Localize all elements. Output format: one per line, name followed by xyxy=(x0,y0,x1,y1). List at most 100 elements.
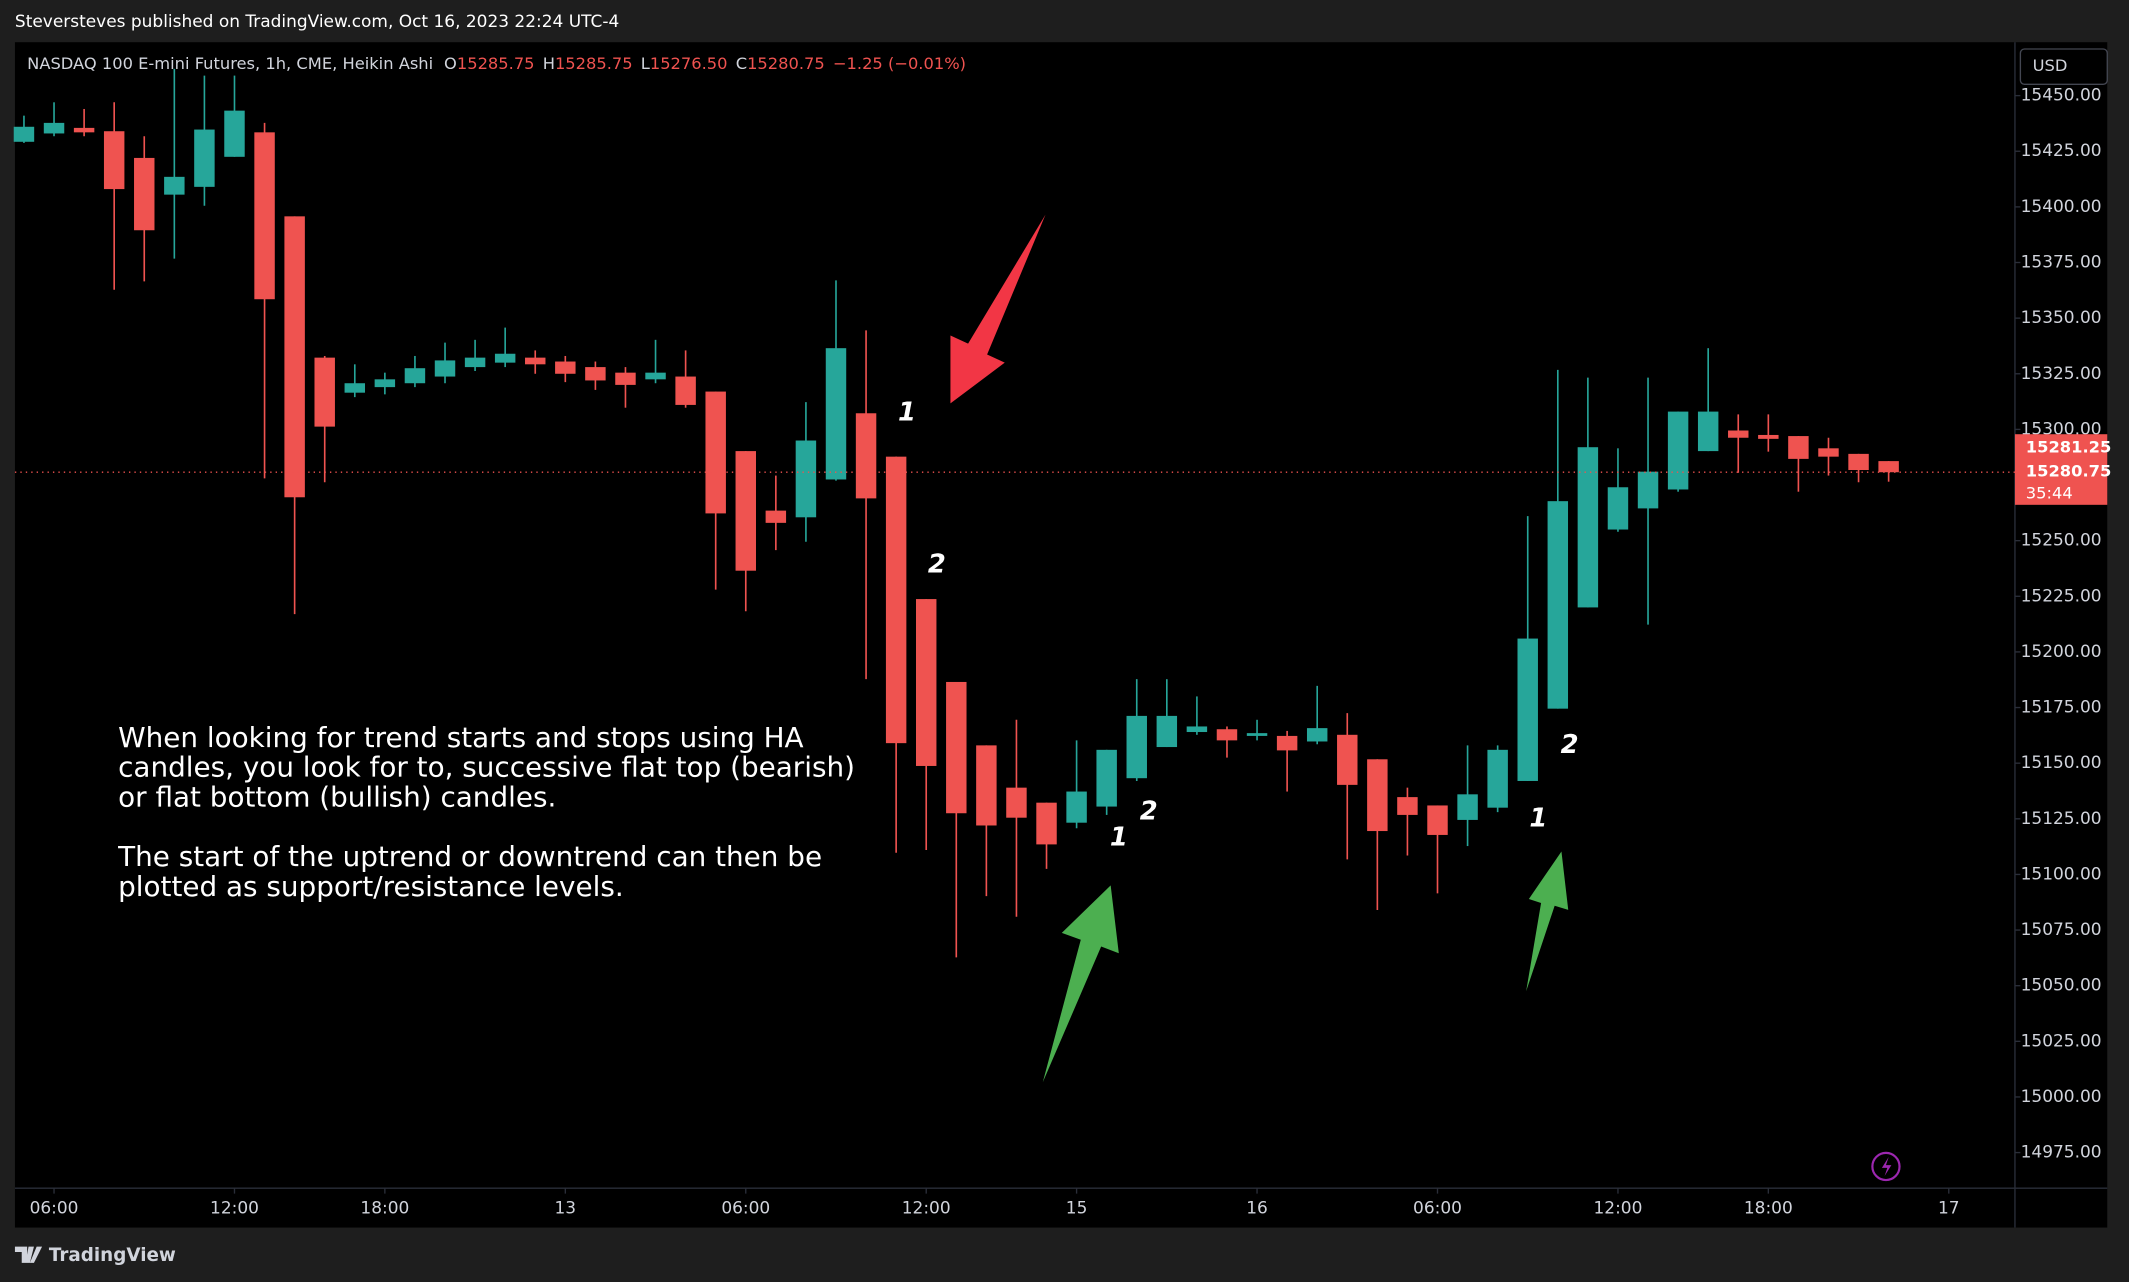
candle-body xyxy=(1427,805,1448,835)
x-tick-label: 15 xyxy=(1066,1199,1088,1219)
annotation-text: plotted as support/resistance levels. xyxy=(118,870,624,903)
step-marker: 1 xyxy=(1529,803,1547,833)
candle-body xyxy=(1728,430,1749,438)
y-tick-label: 15125.00 xyxy=(2021,809,2102,829)
candle-body xyxy=(1457,794,1478,820)
candle-body xyxy=(675,376,696,405)
candle-body xyxy=(344,383,366,393)
candle-body xyxy=(615,372,636,385)
price-label: 15280.75 xyxy=(2026,462,2112,481)
candle-body xyxy=(885,456,907,744)
candle-body xyxy=(765,510,787,523)
candle-body xyxy=(1848,453,1869,471)
legend-item: NASDAQ 100 E-mini Futures, 1h, CME, Heik… xyxy=(27,53,433,72)
x-tick-label: 12:00 xyxy=(902,1199,951,1219)
y-tick-label: 15225.00 xyxy=(2021,586,2102,606)
candle-body xyxy=(585,367,606,381)
y-tick-label: 15000.00 xyxy=(2021,1087,2102,1107)
annotation-text: The start of the uptrend or downtrend ca… xyxy=(117,840,822,873)
candle-body xyxy=(1006,787,1027,818)
candle-body xyxy=(254,132,275,300)
arrow-up xyxy=(1042,885,1119,1083)
candle-body xyxy=(284,216,305,498)
y-tick-label: 15025.00 xyxy=(2021,1031,2102,1051)
candle-body xyxy=(13,126,35,142)
candle-body xyxy=(1216,729,1238,741)
x-tick-label: 06:00 xyxy=(30,1199,79,1219)
step-marker: 1 xyxy=(898,397,916,427)
y-tick-label: 15425.00 xyxy=(2021,141,2102,161)
candle-body xyxy=(1397,797,1418,815)
alert-icon-bolt xyxy=(1881,1156,1892,1176)
y-tick-label: 15050.00 xyxy=(2021,976,2102,996)
candle-body xyxy=(134,157,155,231)
legend-item: C xyxy=(736,53,747,72)
y-tick-label: 15075.00 xyxy=(2021,920,2102,940)
candle-body xyxy=(1487,749,1508,808)
candle-body xyxy=(1667,411,1689,490)
y-tick-label: 15400.00 xyxy=(2021,197,2102,217)
annotation-text: When looking for trend starts and stops … xyxy=(118,721,803,754)
alert-icon[interactable] xyxy=(1871,1151,1901,1182)
y-tick-label: 15100.00 xyxy=(2021,864,2102,884)
x-tick-label: 17 xyxy=(1938,1199,1960,1219)
arrow-up xyxy=(1526,851,1569,992)
legend-item: 15280.75 xyxy=(747,53,825,72)
annotation-text: candles, you look for to, successive fla… xyxy=(118,751,855,784)
price-label: 15281.25 xyxy=(2026,437,2112,456)
candle-body xyxy=(194,129,215,187)
y-tick-label: 15175.00 xyxy=(2021,698,2102,718)
candle-body xyxy=(855,413,877,499)
candle-body xyxy=(1126,715,1147,779)
candle-body xyxy=(735,451,756,571)
step-marker: 1 xyxy=(1110,822,1128,852)
candle-body xyxy=(494,353,516,363)
candle-body xyxy=(464,357,486,368)
annotation-text: or flat bottom (bullish) candles. xyxy=(118,781,556,814)
header-text: Steversteves published on TradingView.co… xyxy=(15,12,619,32)
candle-body xyxy=(43,122,65,134)
candle-body xyxy=(1066,791,1087,823)
candle-body xyxy=(976,745,997,826)
candle-body xyxy=(1276,735,1298,751)
candle-body xyxy=(1036,802,1057,845)
x-tick-label: 13 xyxy=(555,1199,577,1219)
y-tick-label: 15450.00 xyxy=(2021,86,2102,106)
legend-item: O xyxy=(444,53,457,72)
candle-body xyxy=(1607,487,1629,530)
candle-body xyxy=(705,391,726,514)
candle-body xyxy=(1577,447,1599,608)
footer-brand: TradingView xyxy=(49,1245,176,1266)
y-tick-label: 15325.00 xyxy=(2021,364,2102,384)
candle-body xyxy=(1156,715,1178,748)
step-marker: 2 xyxy=(1140,797,1158,827)
candle-body xyxy=(103,131,125,190)
x-tick-label: 06:00 xyxy=(721,1199,770,1219)
candle-body xyxy=(525,357,546,365)
y-tick-label: 15200.00 xyxy=(2021,642,2102,662)
legend-item: 15285.75 xyxy=(555,53,633,72)
price-label-box xyxy=(2014,434,2108,505)
candle-body xyxy=(1337,734,1358,785)
legend-item: 15285.75 xyxy=(457,53,535,72)
candle-body xyxy=(1306,728,1328,742)
legend-item: H xyxy=(543,53,555,72)
candle-body xyxy=(404,368,426,384)
currency: USD xyxy=(2033,56,2068,75)
candle-body xyxy=(1186,726,1208,733)
arrow-down xyxy=(950,214,1046,404)
y-tick-label: 15150.00 xyxy=(2021,753,2102,773)
candle-body xyxy=(1697,411,1719,452)
candle-body xyxy=(1788,436,1809,459)
legend-item: −1.25 (−0.01%) xyxy=(833,53,966,72)
x-tick-label: 12:00 xyxy=(210,1199,259,1219)
step-marker: 2 xyxy=(1561,730,1579,760)
y-tick-label: 15375.00 xyxy=(2021,253,2102,273)
candle-body xyxy=(1096,749,1117,807)
chart-area xyxy=(14,42,2108,1228)
candle-body xyxy=(915,599,937,766)
candle-body xyxy=(374,379,396,388)
currency-button[interactable] xyxy=(2019,48,2108,85)
